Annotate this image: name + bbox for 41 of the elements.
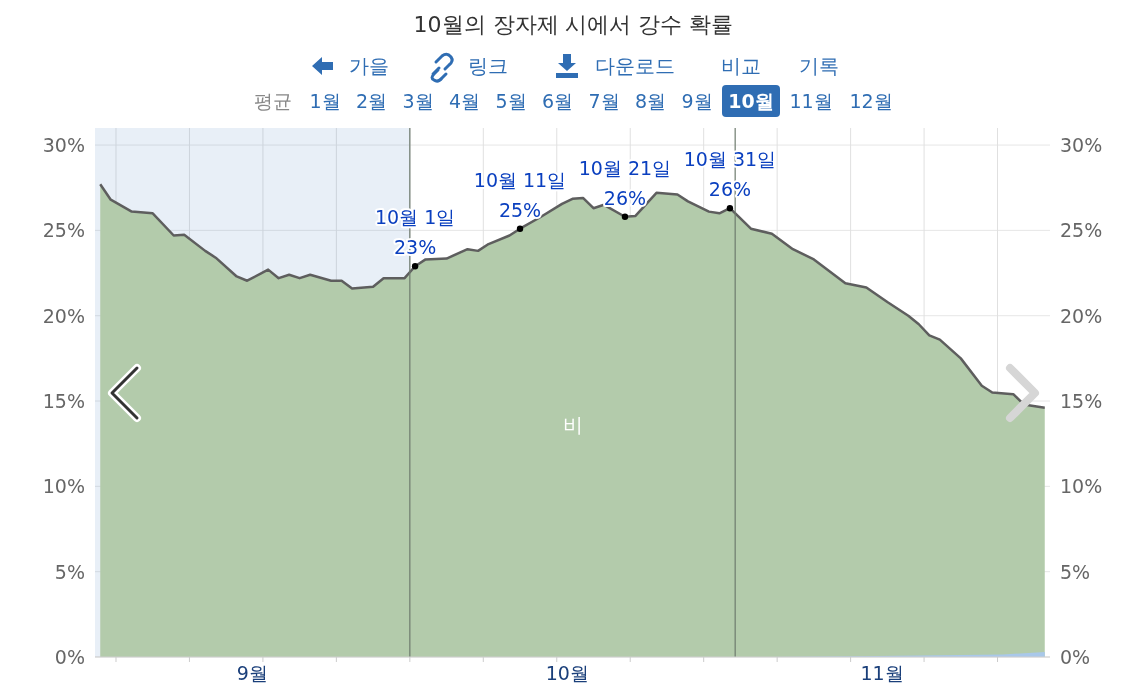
- text: 평균: [254, 90, 292, 112]
- y2-tick-label: 5%: [1060, 560, 1091, 583]
- text: 10월: [728, 90, 774, 112]
- y2-tick-label: 15%: [1060, 390, 1103, 413]
- series-label: 비: [562, 413, 583, 437]
- y-tick-label: 0%: [54, 646, 85, 668]
- text: 4월: [448, 90, 481, 112]
- y-tick-label: 25%: [42, 219, 85, 242]
- text: 링크: [468, 54, 508, 78]
- y2-tick-label: 25%: [1060, 219, 1103, 242]
- annotation: 10월 31일 26%: [683, 148, 777, 201]
- y-tick-label: 5%: [54, 560, 85, 583]
- x-tick-label: 9월: [236, 662, 268, 684]
- text: 12월: [849, 90, 893, 112]
- text: 6월: [541, 90, 574, 112]
- y2-tick-label: 20%: [1060, 304, 1103, 327]
- annotation: 10월 21일 26%: [578, 156, 672, 209]
- x-tick-label: 10월: [545, 662, 589, 684]
- text: 9월: [681, 90, 713, 112]
- text: 5월: [495, 90, 527, 112]
- text: 7월: [588, 90, 620, 112]
- annotation: 10월 1일 23%: [374, 206, 456, 259]
- text: 비교: [721, 54, 761, 78]
- text: 3월: [402, 90, 434, 112]
- text: 기록: [799, 54, 839, 78]
- text: 11월: [789, 90, 833, 112]
- y-tick-label: 30%: [42, 134, 85, 157]
- y-tick-label: 15%: [42, 390, 85, 413]
- y-tick-label: 20%: [42, 304, 85, 327]
- chart-title: 10월의 장자제 시에서 강수 확률: [413, 12, 734, 37]
- text: 1월: [309, 90, 341, 112]
- text: 가을: [349, 54, 389, 78]
- y2-tick-label: 10%: [1060, 475, 1103, 498]
- x-tick-label: 11월: [860, 662, 904, 684]
- text: 8월: [634, 90, 667, 112]
- y2-tick-label: 0%: [1060, 646, 1091, 668]
- text: 2월: [355, 90, 388, 112]
- text: 다운로드: [595, 54, 675, 78]
- y2-tick-label: 30%: [1060, 134, 1103, 157]
- y-tick-label: 10%: [42, 475, 85, 498]
- annotation: 10월 11일 25%: [473, 168, 567, 221]
